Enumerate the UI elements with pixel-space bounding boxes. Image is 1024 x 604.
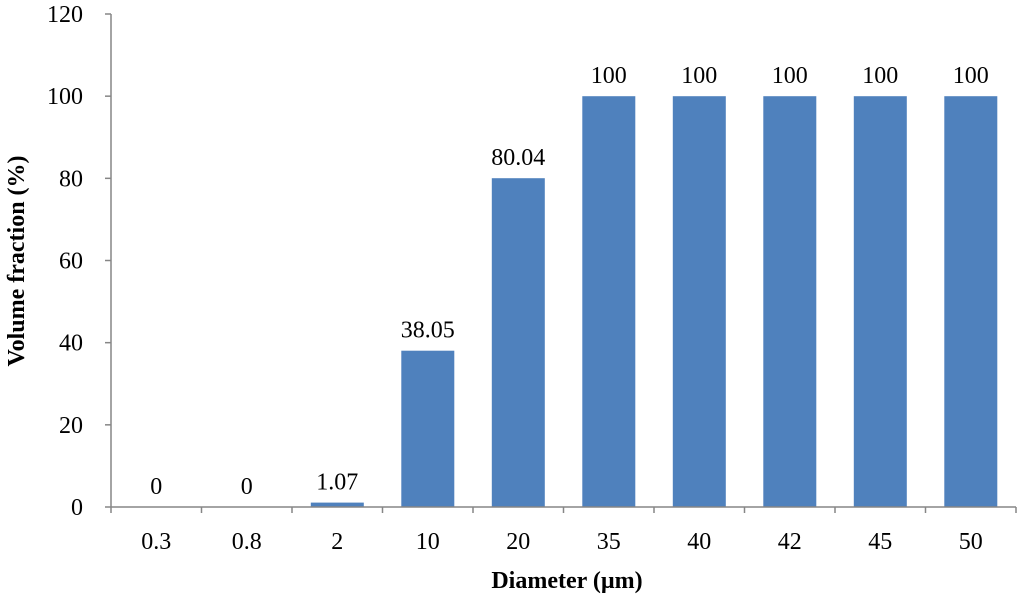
y-tick-label-0: 0 xyxy=(71,495,83,521)
data-label-45: 100 xyxy=(862,63,898,89)
labels-layer: 0 0.3 0 0.8 1.07 2 38.05 10 80.04 20 100 35 100 40 100… xyxy=(47,2,989,555)
data-label-42: 100 xyxy=(772,63,808,89)
bar-45 xyxy=(853,96,907,507)
bar-10 xyxy=(401,350,455,507)
data-label-10: 38.05 xyxy=(401,318,455,344)
bar-20 xyxy=(491,178,545,507)
data-label-50: 100 xyxy=(953,63,989,89)
data-label-2: 1.07 xyxy=(316,470,358,496)
x-tick-label-0.3: 0.3 xyxy=(141,529,171,555)
x-tick-label-50: 50 xyxy=(959,529,983,555)
data-label-0.3: 0 xyxy=(150,474,162,500)
x-tick-label-20: 20 xyxy=(506,529,530,555)
x-axis-title: Diameter (µm) xyxy=(491,568,642,594)
y-tick-label-120: 120 xyxy=(47,2,83,28)
bar-50 xyxy=(944,96,998,507)
data-label-40: 100 xyxy=(681,63,717,89)
data-label-35: 100 xyxy=(591,63,627,89)
axes-layer xyxy=(105,13,1017,513)
y-tick-label-20: 20 xyxy=(59,413,83,439)
x-tick-label-40: 40 xyxy=(687,529,711,555)
y-tick-label-80: 80 xyxy=(59,166,83,192)
data-label-0.8: 0 xyxy=(241,474,253,500)
y-axis-title: Volume fraction (%) xyxy=(4,155,30,366)
x-tick-label-42: 42 xyxy=(778,529,802,555)
x-tick-label-2: 2 xyxy=(331,529,343,555)
bar-35 xyxy=(582,96,636,507)
bars-layer xyxy=(310,96,998,507)
bar-2 xyxy=(310,502,364,507)
data-label-20: 80.04 xyxy=(491,145,545,171)
y-tick-label-60: 60 xyxy=(59,249,83,275)
x-tick-label-10: 10 xyxy=(416,529,440,555)
x-tick-label-35: 35 xyxy=(597,529,621,555)
x-tick-label-45: 45 xyxy=(868,529,892,555)
bar-40 xyxy=(672,96,726,507)
bar-42 xyxy=(763,96,817,507)
y-tick-label-40: 40 xyxy=(59,331,83,357)
y-tick-label-100: 100 xyxy=(47,84,83,110)
x-tick-label-0.8: 0.8 xyxy=(232,529,262,555)
